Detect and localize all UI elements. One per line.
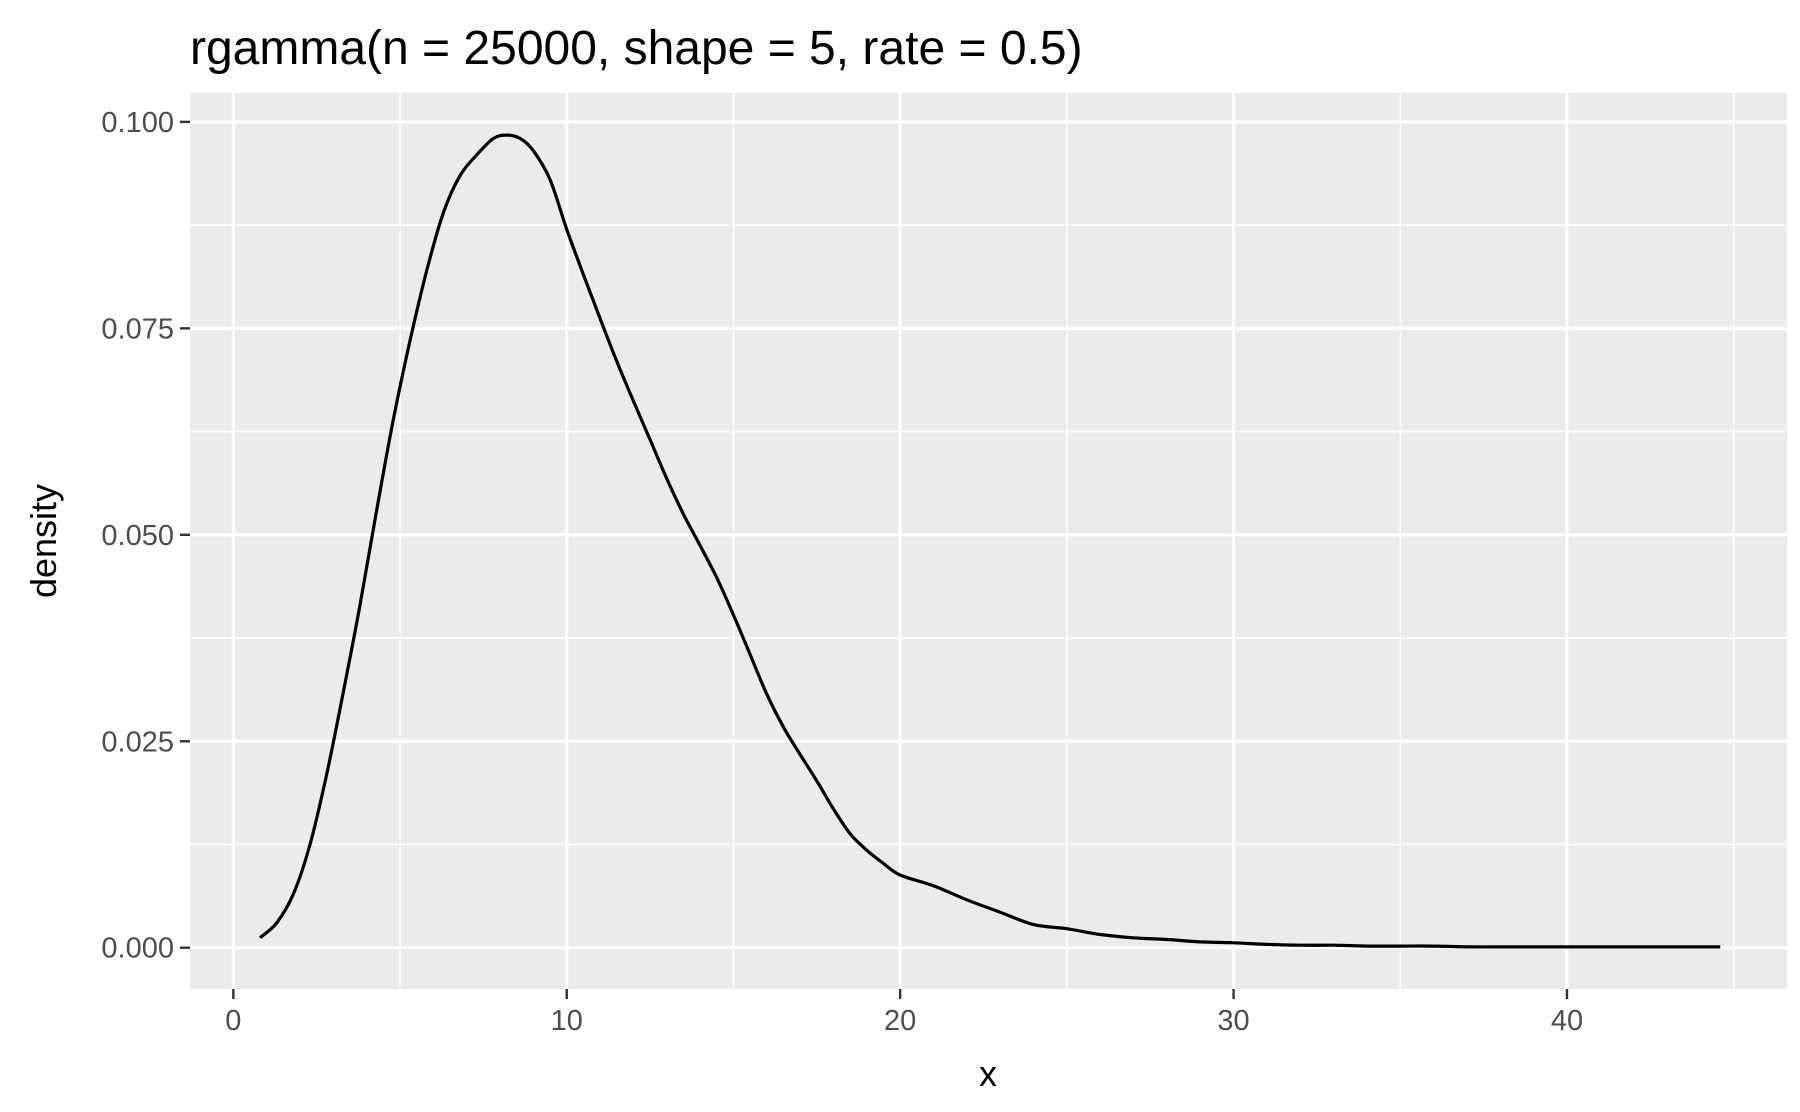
x-tick-label-2: 20 [884,1005,916,1037]
x-tick-label-0: 0 [225,1005,241,1037]
y-tick-label-2: 0.050 [101,520,174,552]
y-tick-label-1: 0.025 [101,726,174,758]
x-tick-label-1: 10 [551,1005,583,1037]
x-axis-title: x [979,1053,997,1094]
x-tick-label-4: 40 [1551,1005,1583,1037]
y-tick-label-4: 0.100 [101,107,174,139]
minor-gridlines [190,93,1787,989]
major-gridlines [190,93,1787,989]
y-tick-label-0: 0.000 [101,933,174,965]
y-axis-title: density [23,484,64,598]
density-curve-0 [258,133,1721,949]
x-tick-label-3: 30 [1217,1005,1249,1037]
chart-title: rgamma(n = 25000, shape = 5, rate = 0.5) [190,22,1083,75]
y-axis: 0.000 0.025 0.050 0.075 0.100 [101,107,190,965]
y-tick-label-3: 0.075 [101,313,174,345]
x-axis: 0 10 20 30 40 [225,989,1583,1037]
series-layer [258,133,1721,949]
plot-panel [190,93,1787,989]
